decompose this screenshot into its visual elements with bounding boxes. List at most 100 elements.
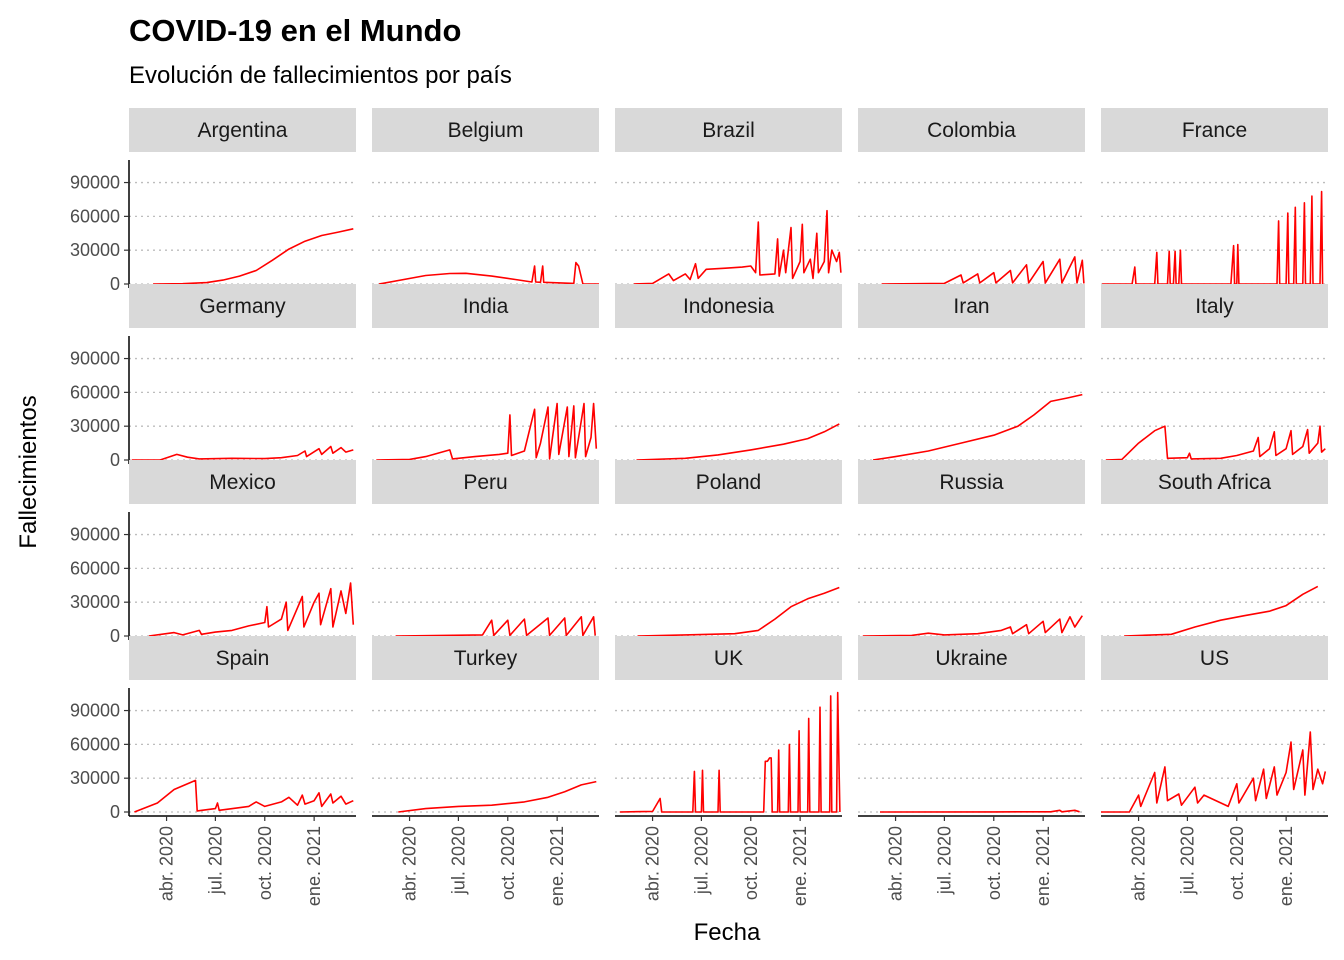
facet-panel-colombia: Colombia [858, 108, 1085, 285]
x-tick-label: oct. 2020 [498, 826, 518, 900]
y-tick-label: 0 [110, 626, 120, 646]
series-line-belgium [378, 261, 599, 285]
facet-panel-peru: Peru [372, 460, 599, 637]
series-line-iran [872, 393, 1083, 461]
facet-panel-iran: Iran [858, 284, 1085, 461]
facet-panel-mexico: Mexico 0 30000 60000 90000 [70, 460, 356, 646]
series-line-peru [395, 615, 596, 637]
facet-strip-label: Turkey [454, 647, 518, 670]
facet-strip [858, 284, 1085, 328]
y-tick-label: 90000 [70, 701, 120, 721]
facet-strip-label: UK [714, 647, 743, 670]
y-tick-label: 0 [110, 274, 120, 294]
facet-panel-france: France [1101, 108, 1328, 285]
facet-strip [372, 108, 599, 152]
y-tick-label: 0 [110, 802, 120, 822]
x-tick-label: ene. 2021 [304, 826, 324, 906]
facet-strip-label: Iran [953, 295, 989, 318]
facet-panel-india: India [372, 284, 599, 461]
facet-strip-label: Poland [696, 471, 761, 494]
series-line-colombia [881, 256, 1085, 285]
facet-strip-label: Indonesia [683, 295, 774, 318]
y-tick-label: 30000 [70, 240, 120, 260]
facet-panel-belgium: Belgium [372, 108, 599, 285]
x-tick-label: oct. 2020 [255, 826, 275, 900]
y-axis-title: Fallecimientos [15, 395, 42, 548]
x-tick-label: abr. 2020 [400, 826, 420, 901]
y-tick-label: 60000 [70, 382, 120, 402]
facet-strip [615, 284, 842, 328]
facet-strip-label: Spain [216, 647, 270, 670]
facet-strip [858, 636, 1085, 680]
facet-strip [372, 460, 599, 504]
facet-strip [129, 108, 356, 152]
series-line-south-africa [1124, 585, 1319, 637]
x-tick-label: jul. 2020 [205, 826, 225, 895]
series-line-russia [862, 615, 1083, 637]
y-tick-label: 30000 [70, 768, 120, 788]
x-tick-label: abr. 2020 [886, 826, 906, 901]
x-tick-label: ene. 2021 [547, 826, 567, 906]
series-line-us [1101, 731, 1327, 813]
x-tick-label: oct. 2020 [741, 826, 761, 900]
facet-strip-label: Argentina [198, 119, 288, 142]
series-line-mexico [148, 582, 355, 637]
x-tick-label: jul. 2020 [448, 826, 468, 895]
facet-strip [615, 636, 842, 680]
facet-panel-ukraine: Ukraine abr. 2020 jul. 2020 oct. 2020 ene. 2… [858, 636, 1085, 906]
facet-strip-label: Mexico [209, 471, 276, 494]
facet-panel-uk: UK abr. 2020 jul. 2020 oct. 2020 ene. 2021 [615, 636, 842, 906]
x-tick-label: ene. 2021 [1276, 826, 1296, 906]
x-tick-label: oct. 2020 [1227, 826, 1247, 900]
chart-subtitle: Evolución de fallecimientos por país [129, 62, 512, 89]
y-tick-label: 30000 [70, 592, 120, 612]
x-tick-label: jul. 2020 [691, 826, 711, 895]
facet-panel-germany: Germany 0 30000 60000 90000 [70, 284, 356, 470]
x-tick-label: abr. 2020 [157, 826, 177, 901]
facet-strip [615, 108, 842, 152]
y-tick-label: 30000 [70, 416, 120, 436]
facets-group: Argentina 0 30000 60000 90000 Belgium Brazil Co… [70, 108, 1328, 906]
facet-strip-label: South Africa [1158, 471, 1272, 494]
x-tick-label: abr. 2020 [1129, 826, 1149, 901]
facet-panel-us: US abr. 2020 jul. 2020 oct. 2020 ene. 2021 [1101, 636, 1328, 906]
series-line-brazil [633, 209, 842, 285]
facet-strip [1101, 284, 1328, 328]
facet-strip-label: US [1200, 647, 1229, 670]
series-line-indonesia [636, 423, 840, 461]
series-line-italy [1105, 425, 1326, 461]
facet-panel-spain: Spain 0 30000 60000 90000 abr. 2020 jul. 2020 o… [70, 636, 356, 906]
series-line-france [1102, 190, 1324, 285]
facet-panel-south-africa: South Africa [1101, 460, 1328, 637]
y-tick-label: 90000 [70, 349, 120, 369]
x-tick-label: jul. 2020 [934, 826, 954, 895]
facet-strip [129, 636, 356, 680]
series-line-argentina [153, 228, 354, 285]
facet-panel-indonesia: Indonesia [615, 284, 842, 461]
facet-strip [129, 460, 356, 504]
x-axis-title: Fecha [694, 919, 761, 946]
facet-strip [372, 284, 599, 328]
y-tick-label: 90000 [70, 525, 120, 545]
facet-strip-label: Ukraine [935, 647, 1007, 670]
chart-title: COVID-19 en el Mundo [129, 13, 461, 48]
facet-panel-russia: Russia [858, 460, 1085, 637]
series-line-poland [637, 586, 840, 637]
facet-strip [129, 284, 356, 328]
y-tick-label: 60000 [70, 734, 120, 754]
y-tick-label: 0 [110, 450, 120, 470]
series-line-turkey [398, 780, 597, 813]
series-line-uk [619, 691, 841, 813]
facet-panel-poland: Poland [615, 460, 842, 637]
series-line-india [376, 402, 598, 461]
facet-strip-label: Italy [1195, 295, 1234, 318]
x-tick-label: ene. 2021 [790, 826, 810, 906]
y-tick-label: 60000 [70, 558, 120, 578]
x-tick-label: ene. 2021 [1033, 826, 1053, 906]
facet-strip [1101, 460, 1328, 504]
facet-strip-label: India [463, 295, 509, 318]
facet-panel-brazil: Brazil [615, 108, 842, 285]
facet-strip [615, 460, 842, 504]
facet-strip [858, 108, 1085, 152]
facet-strip-label: Russia [939, 471, 1004, 494]
